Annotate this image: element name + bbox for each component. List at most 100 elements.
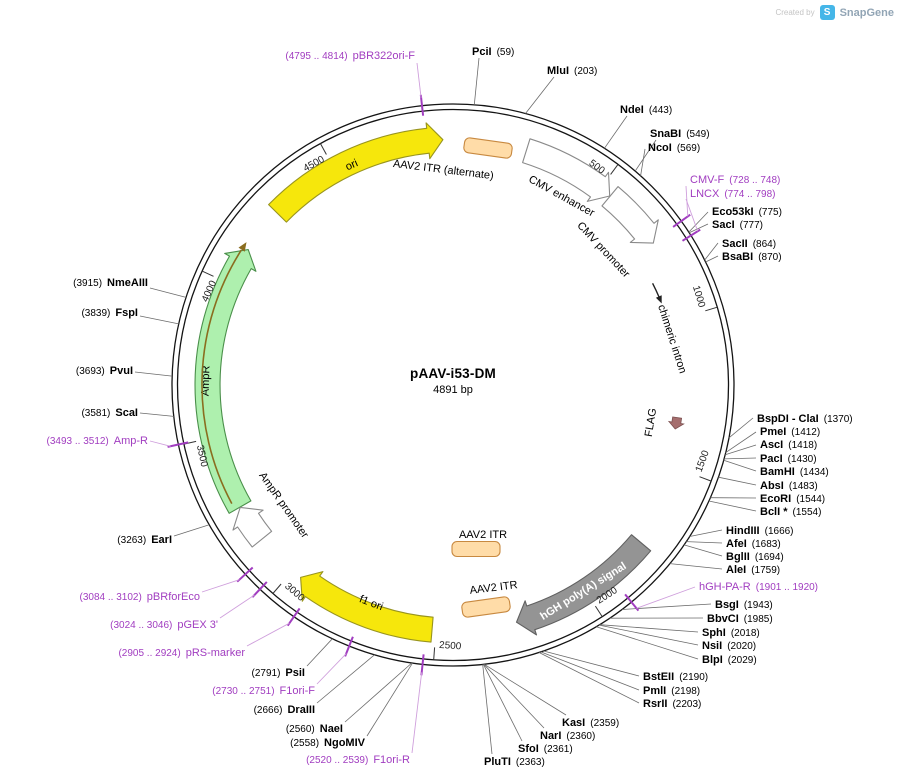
enzyme-site-pvui[interactable]: (3693) PvuI (76, 365, 173, 377)
primer-site-pgex-3[interactable]: (3024 .. 3046) pGEX 3' (110, 581, 268, 631)
primer-label-lncx[interactable]: LNCX (774 .. 798) (690, 188, 776, 200)
enzyme-label-rsrii[interactable]: RsrII (2203) (643, 698, 701, 710)
feature-ampr-direction-line[interactable] (201, 242, 247, 504)
enzyme-site-bamhi[interactable]: BamHI (1434) (723, 459, 829, 478)
enzyme-site-ndei[interactable]: NdeI (443) (604, 104, 672, 149)
enzyme-label-eari[interactable]: (3263) EarI (117, 534, 172, 546)
enzyme-label-alei[interactable]: AleI (1759) (726, 564, 780, 576)
enzyme-label-bspdi-clai[interactable]: BspDI - ClaI (1370) (757, 413, 853, 425)
feature-box-aav2-itr[interactable] (461, 596, 511, 618)
primer-label-f1ori-f[interactable]: (2730 .. 2751) F1ori-F (212, 685, 315, 697)
enzyme-site-nari[interactable]: NarI (2360) (483, 664, 596, 742)
enzyme-label-mlui[interactable]: MluI (203) (547, 65, 597, 77)
enzyme-site-eco53ki[interactable]: Eco53kI (775) (688, 206, 782, 233)
primer-site-hgh-pa-r[interactable]: hGH-PA-R (1901 .. 1920) (624, 581, 818, 612)
enzyme-label-afei[interactable]: AfeI (1683) (726, 538, 781, 550)
enzyme-site-alei[interactable]: AleI (1759) (669, 563, 780, 576)
enzyme-label-sfoi[interactable]: SfoI (2361) (518, 743, 573, 755)
enzyme-label-bamhi[interactable]: BamHI (1434) (760, 466, 829, 478)
enzyme-label-scai[interactable]: (3581) ScaI (81, 407, 138, 419)
enzyme-label-fspi[interactable]: (3839) FspI (81, 307, 138, 319)
feature-box-aav2-itr[interactable] (451, 540, 501, 558)
enzyme-site-fspi[interactable]: (3839) FspI (81, 307, 179, 325)
enzyme-site-bspdi-clai[interactable]: BspDI - ClaI (1370) (728, 413, 853, 439)
primer-site-pbr322ori-f[interactable]: (4795 .. 4814) pBR322ori-F (285, 50, 425, 116)
enzyme-site-paci[interactable]: PacI (1430) (724, 453, 817, 465)
primer-label-pbr322ori-f[interactable]: (4795 .. 4814) pBR322ori-F (285, 50, 415, 62)
enzyme-label-blpi[interactable]: BlpI (2029) (702, 654, 757, 666)
feature-hgh-poly-a-signal[interactable]: hGH poly(A) signal (515, 534, 652, 636)
enzyme-label-ngomiv[interactable]: (2558) NgoMIV (290, 737, 366, 749)
enzyme-site-kasi[interactable]: KasI (2359) (483, 663, 619, 729)
enzyme-label-bsteii[interactable]: BstEII (2190) (643, 671, 708, 683)
feature-ori[interactable]: ori (268, 122, 444, 223)
enzyme-site-asci[interactable]: AscI (1418) (725, 439, 817, 456)
enzyme-label-eco53ki[interactable]: Eco53kI (775) (712, 206, 782, 218)
enzyme-label-hindiii[interactable]: HindIII (1666) (726, 525, 794, 537)
enzyme-label-paci[interactable]: PacI (1430) (760, 453, 817, 465)
feature-arrow-cmv-enhancer[interactable] (522, 138, 611, 202)
enzyme-site-sphi[interactable]: SphI (2018) (599, 624, 760, 639)
enzyme-site-ncoi[interactable]: NcoI (569) (640, 142, 701, 176)
enzyme-site-pmli[interactable]: PmlI (2198) (540, 651, 700, 697)
enzyme-label-pcii[interactable]: PciI (59) (472, 46, 514, 58)
feature-aav2-itr[interactable]: AAV2 ITR (461, 579, 518, 618)
enzyme-label-snabi[interactable]: SnaBI (549) (650, 128, 710, 140)
enzyme-site-psii[interactable]: (2791) PsiI (252, 638, 333, 679)
feature-arrow-ampr-promoter[interactable] (232, 506, 273, 548)
feature-arrow-ori[interactable] (268, 122, 444, 223)
enzyme-label-naei[interactable]: (2560) NaeI (286, 723, 343, 735)
enzyme-site-blpi[interactable]: BlpI (2029) (596, 626, 757, 666)
enzyme-label-bsgi[interactable]: BsgI (1943) (715, 599, 773, 611)
enzyme-site-pcii[interactable]: PciI (59) (472, 46, 514, 105)
enzyme-site-bsabi[interactable]: BsaBI (870) (705, 251, 782, 263)
feature-cmv-enhancer[interactable]: CMV enhancer (522, 138, 611, 220)
primer-label-hgh-pa-r[interactable]: hGH-PA-R (1901 .. 1920) (699, 581, 818, 593)
enzyme-label-saci[interactable]: SacI (777) (712, 219, 763, 231)
enzyme-site-sacii[interactable]: SacII (864) (704, 238, 776, 261)
enzyme-site-mlui[interactable]: MluI (203) (525, 65, 598, 114)
feature-arrow-hgh-poly-a-signal[interactable] (515, 534, 652, 636)
enzyme-site-bcli[interactable]: BclI * (1554) (708, 500, 822, 518)
primer-site-prs-marker[interactable]: (2905 .. 2924) pRS-marker (118, 607, 301, 659)
feature-f1-ori[interactable]: f1 ori (300, 571, 434, 643)
primer-site-f1ori-f[interactable]: (2730 .. 2751) F1ori-F (212, 636, 354, 697)
feature-ampr-promoter[interactable]: AmpR promoter (232, 470, 311, 548)
enzyme-site-pmei[interactable]: PmeI (1412) (725, 426, 821, 453)
primer-label-pbrforeco[interactable]: (3084 .. 3102) pBRforEco (80, 591, 200, 603)
primer-site-pbrforeco[interactable]: (3084 .. 3102) pBRforEco (80, 566, 254, 604)
primer-site-cmv-f[interactable]: CMV-F (728 .. 748) (672, 174, 780, 228)
feature-chimeric-intron[interactable]: chimeric intron (651, 282, 689, 375)
primer-site-lncx[interactable]: LNCX (774 .. 798) (681, 188, 776, 242)
enzyme-label-absi[interactable]: AbsI (1483) (760, 480, 818, 492)
primer-label-amp-r[interactable]: (3493 .. 3512) Amp-R (47, 435, 149, 447)
enzyme-site-nsii[interactable]: NsiI (2020) (599, 624, 756, 652)
enzyme-label-asci[interactable]: AscI (1418) (760, 439, 817, 451)
primer-label-prs-marker[interactable]: (2905 .. 2924) pRS-marker (118, 647, 245, 659)
enzyme-label-bglii[interactable]: BglII (1694) (726, 551, 784, 563)
enzyme-label-draiii[interactable]: (2666) DraIII (254, 704, 315, 716)
enzyme-label-psii[interactable]: (2791) PsiI (252, 667, 305, 679)
enzyme-label-bcli[interactable]: BclI * (1554) (760, 506, 821, 518)
enzyme-site-snabi[interactable]: SnaBI (549) (634, 128, 710, 172)
feature-box-aav2-itr-alternate[interactable] (463, 137, 513, 159)
primer-site-amp-r[interactable]: (3493 .. 3512) Amp-R (47, 435, 189, 448)
enzyme-label-nsii[interactable]: NsiI (2020) (702, 640, 756, 652)
enzyme-site-draiii[interactable]: (2666) DraIII (254, 654, 375, 716)
feature-glyph-flag[interactable] (667, 416, 685, 430)
primer-label-f1ori-r[interactable]: (2520 .. 2539) F1ori-R (306, 754, 410, 766)
enzyme-site-saci[interactable]: SacI (777) (689, 219, 763, 234)
enzyme-label-pmli[interactable]: PmlI (2198) (643, 685, 700, 697)
enzyme-label-ndei[interactable]: NdeI (443) (620, 104, 672, 116)
feature-aav2-itr[interactable]: AAV2 ITR (451, 529, 507, 558)
feature-line-chimeric-intron[interactable] (651, 282, 660, 298)
enzyme-site-sfoi[interactable]: SfoI (2361) (483, 664, 573, 755)
feature-flag[interactable]: FLAG (643, 407, 685, 438)
enzyme-label-bsabi[interactable]: BsaBI (870) (722, 251, 782, 263)
enzyme-site-absi[interactable]: AbsI (1483) (718, 476, 818, 492)
primer-label-cmv-f[interactable]: CMV-F (728 .. 748) (690, 174, 780, 186)
enzyme-site-bbvci[interactable]: BbvCI (1985) (609, 613, 773, 625)
enzyme-site-pluti[interactable]: PluTI (2363) (482, 664, 545, 768)
enzyme-label-ecori[interactable]: EcoRI (1544) (760, 493, 825, 505)
feature-cmv-promoter[interactable]: CMV promoter (574, 186, 659, 281)
